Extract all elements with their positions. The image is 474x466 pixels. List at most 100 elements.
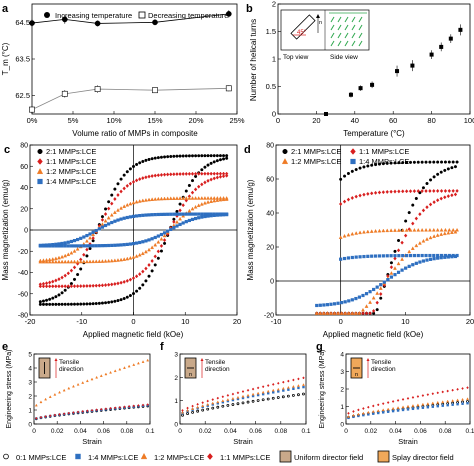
- panel-d-point: [397, 254, 401, 258]
- panel-d-point: [329, 302, 333, 306]
- panel-d-point: [371, 308, 376, 313]
- panel-c-point: [184, 196, 189, 200]
- panel-c-point: [94, 283, 98, 288]
- panel-d-point: [386, 278, 390, 282]
- panel-b-ytick-label: 1: [272, 55, 276, 64]
- panel-d-point: [389, 254, 393, 258]
- panel-b-inset-strip: [290, 14, 316, 40]
- panel-d-point: [350, 255, 354, 260]
- panel-c-point: [206, 171, 210, 176]
- panel-d-legend-label: 1:2 MMPs:LCE: [291, 157, 341, 166]
- panel-d-point: [420, 253, 424, 258]
- panel-d-point: [428, 202, 433, 207]
- panel-d-point: [411, 263, 415, 267]
- panel-f-point: [246, 388, 250, 392]
- panel-c-point: [44, 281, 49, 286]
- panel-c-point: [144, 266, 148, 271]
- panel-c-point: [209, 177, 213, 182]
- panel-d-point: [404, 219, 408, 223]
- panel-g-point: [466, 386, 469, 390]
- panel-c-point: [147, 213, 151, 217]
- panel-c-point: [79, 236, 83, 240]
- panel-d-point: [396, 228, 401, 232]
- panel-c-point: [57, 293, 61, 297]
- panel-c-point: [88, 235, 92, 240]
- panel-c-point: [112, 258, 117, 263]
- panel-f-point: [281, 395, 285, 399]
- panel-c-point: [85, 254, 89, 258]
- panel-c-point: [187, 196, 192, 200]
- panel-c-point: [100, 283, 105, 288]
- panel-e-point: [67, 386, 71, 390]
- panel-d-point: [373, 254, 378, 258]
- panel-d-point: [416, 160, 420, 164]
- panel-c-point: [103, 283, 108, 288]
- panel-g-point: [411, 407, 415, 411]
- panel-c-point: [79, 244, 83, 248]
- panel-c-point: [119, 217, 123, 221]
- panel-c-point: [72, 277, 77, 281]
- panel-e-point: [44, 397, 48, 401]
- panel-a-ylabel: T_m (°C): [1, 42, 10, 75]
- panel-c-point: [47, 257, 52, 262]
- panel-c-point: [144, 239, 148, 243]
- panel-d-point: [447, 253, 451, 258]
- panel-f-point: [266, 389, 270, 393]
- panel-d-point: [435, 227, 440, 232]
- panel-d-point: [346, 197, 351, 202]
- panel-f-inset-arrowhead: [200, 358, 204, 361]
- panel-g-inset-label: direction: [371, 366, 396, 373]
- panel-f-point: [292, 387, 295, 390]
- panel-f-point: [191, 404, 194, 408]
- panel-d-point: [346, 232, 351, 237]
- panel-g-point: [456, 398, 460, 402]
- panel-c-point: [203, 212, 207, 216]
- panel-f-point: [287, 388, 290, 391]
- panel-c-point: [103, 223, 108, 228]
- panel-f-xtick-label: 0: [178, 428, 182, 435]
- panel-d-point: [451, 160, 455, 164]
- panel-c-point: [109, 258, 114, 263]
- panel-c-point: [159, 243, 164, 248]
- panel-g-point: [451, 388, 454, 392]
- panel-c-point: [221, 171, 226, 176]
- panel-d-point: [371, 295, 376, 300]
- panel-b-inset-helix-line: [330, 16, 335, 23]
- panel-c-point: [63, 244, 67, 248]
- panel-c-point: [72, 284, 77, 289]
- panel-d-point: [443, 188, 448, 193]
- panel-c-point: [41, 258, 46, 262]
- panel-f-xlabel: Strain: [233, 437, 253, 446]
- panel-c-ytick-label: -80: [18, 313, 28, 320]
- panel-g-point: [401, 405, 405, 409]
- panel-e-ylabel: Engineering stress (MPa): [6, 350, 13, 429]
- panel-d-point: [401, 161, 405, 165]
- panel-f-inset-label: direction: [205, 366, 230, 373]
- panel-c-point: [63, 302, 67, 306]
- panel-d-point: [439, 253, 444, 258]
- panel-g-ytick-label: 4: [340, 352, 344, 359]
- panel-c-point: [103, 212, 108, 217]
- panel-f-point: [231, 392, 235, 396]
- panel-g-point: [386, 407, 390, 411]
- panel-d-point: [377, 254, 382, 258]
- panel-c-ytick-label: 20: [20, 206, 28, 213]
- panel-d-point: [443, 253, 448, 258]
- panel-c-point: [150, 157, 154, 161]
- panel-d: -10 0 10 20 -20 0 20 40 60 80 2:1 MMPs:LCE 1:1 MMP…: [246, 143, 474, 340]
- panel-c-point: [141, 269, 145, 274]
- panel-f-point: [221, 395, 225, 399]
- panel-c-point: [162, 196, 167, 201]
- panel-e-point: [34, 403, 38, 407]
- panel-g-point: [421, 402, 425, 406]
- panel-g: 0 0.02 0.04 0.06 0.08 0.1 0 1 2 3 4 n Tensiledirect…: [319, 350, 474, 446]
- panel-d-point: [393, 161, 397, 165]
- panel-c-point: [218, 154, 222, 158]
- panel-c-point: [110, 282, 114, 287]
- panel-d-point: [373, 190, 378, 195]
- panel-d-point: [432, 188, 436, 193]
- bottom-legend-label: 1:1 MMPs:LCE: [220, 453, 270, 462]
- panel-c-point: [150, 237, 154, 241]
- panel-c-point: [135, 162, 139, 166]
